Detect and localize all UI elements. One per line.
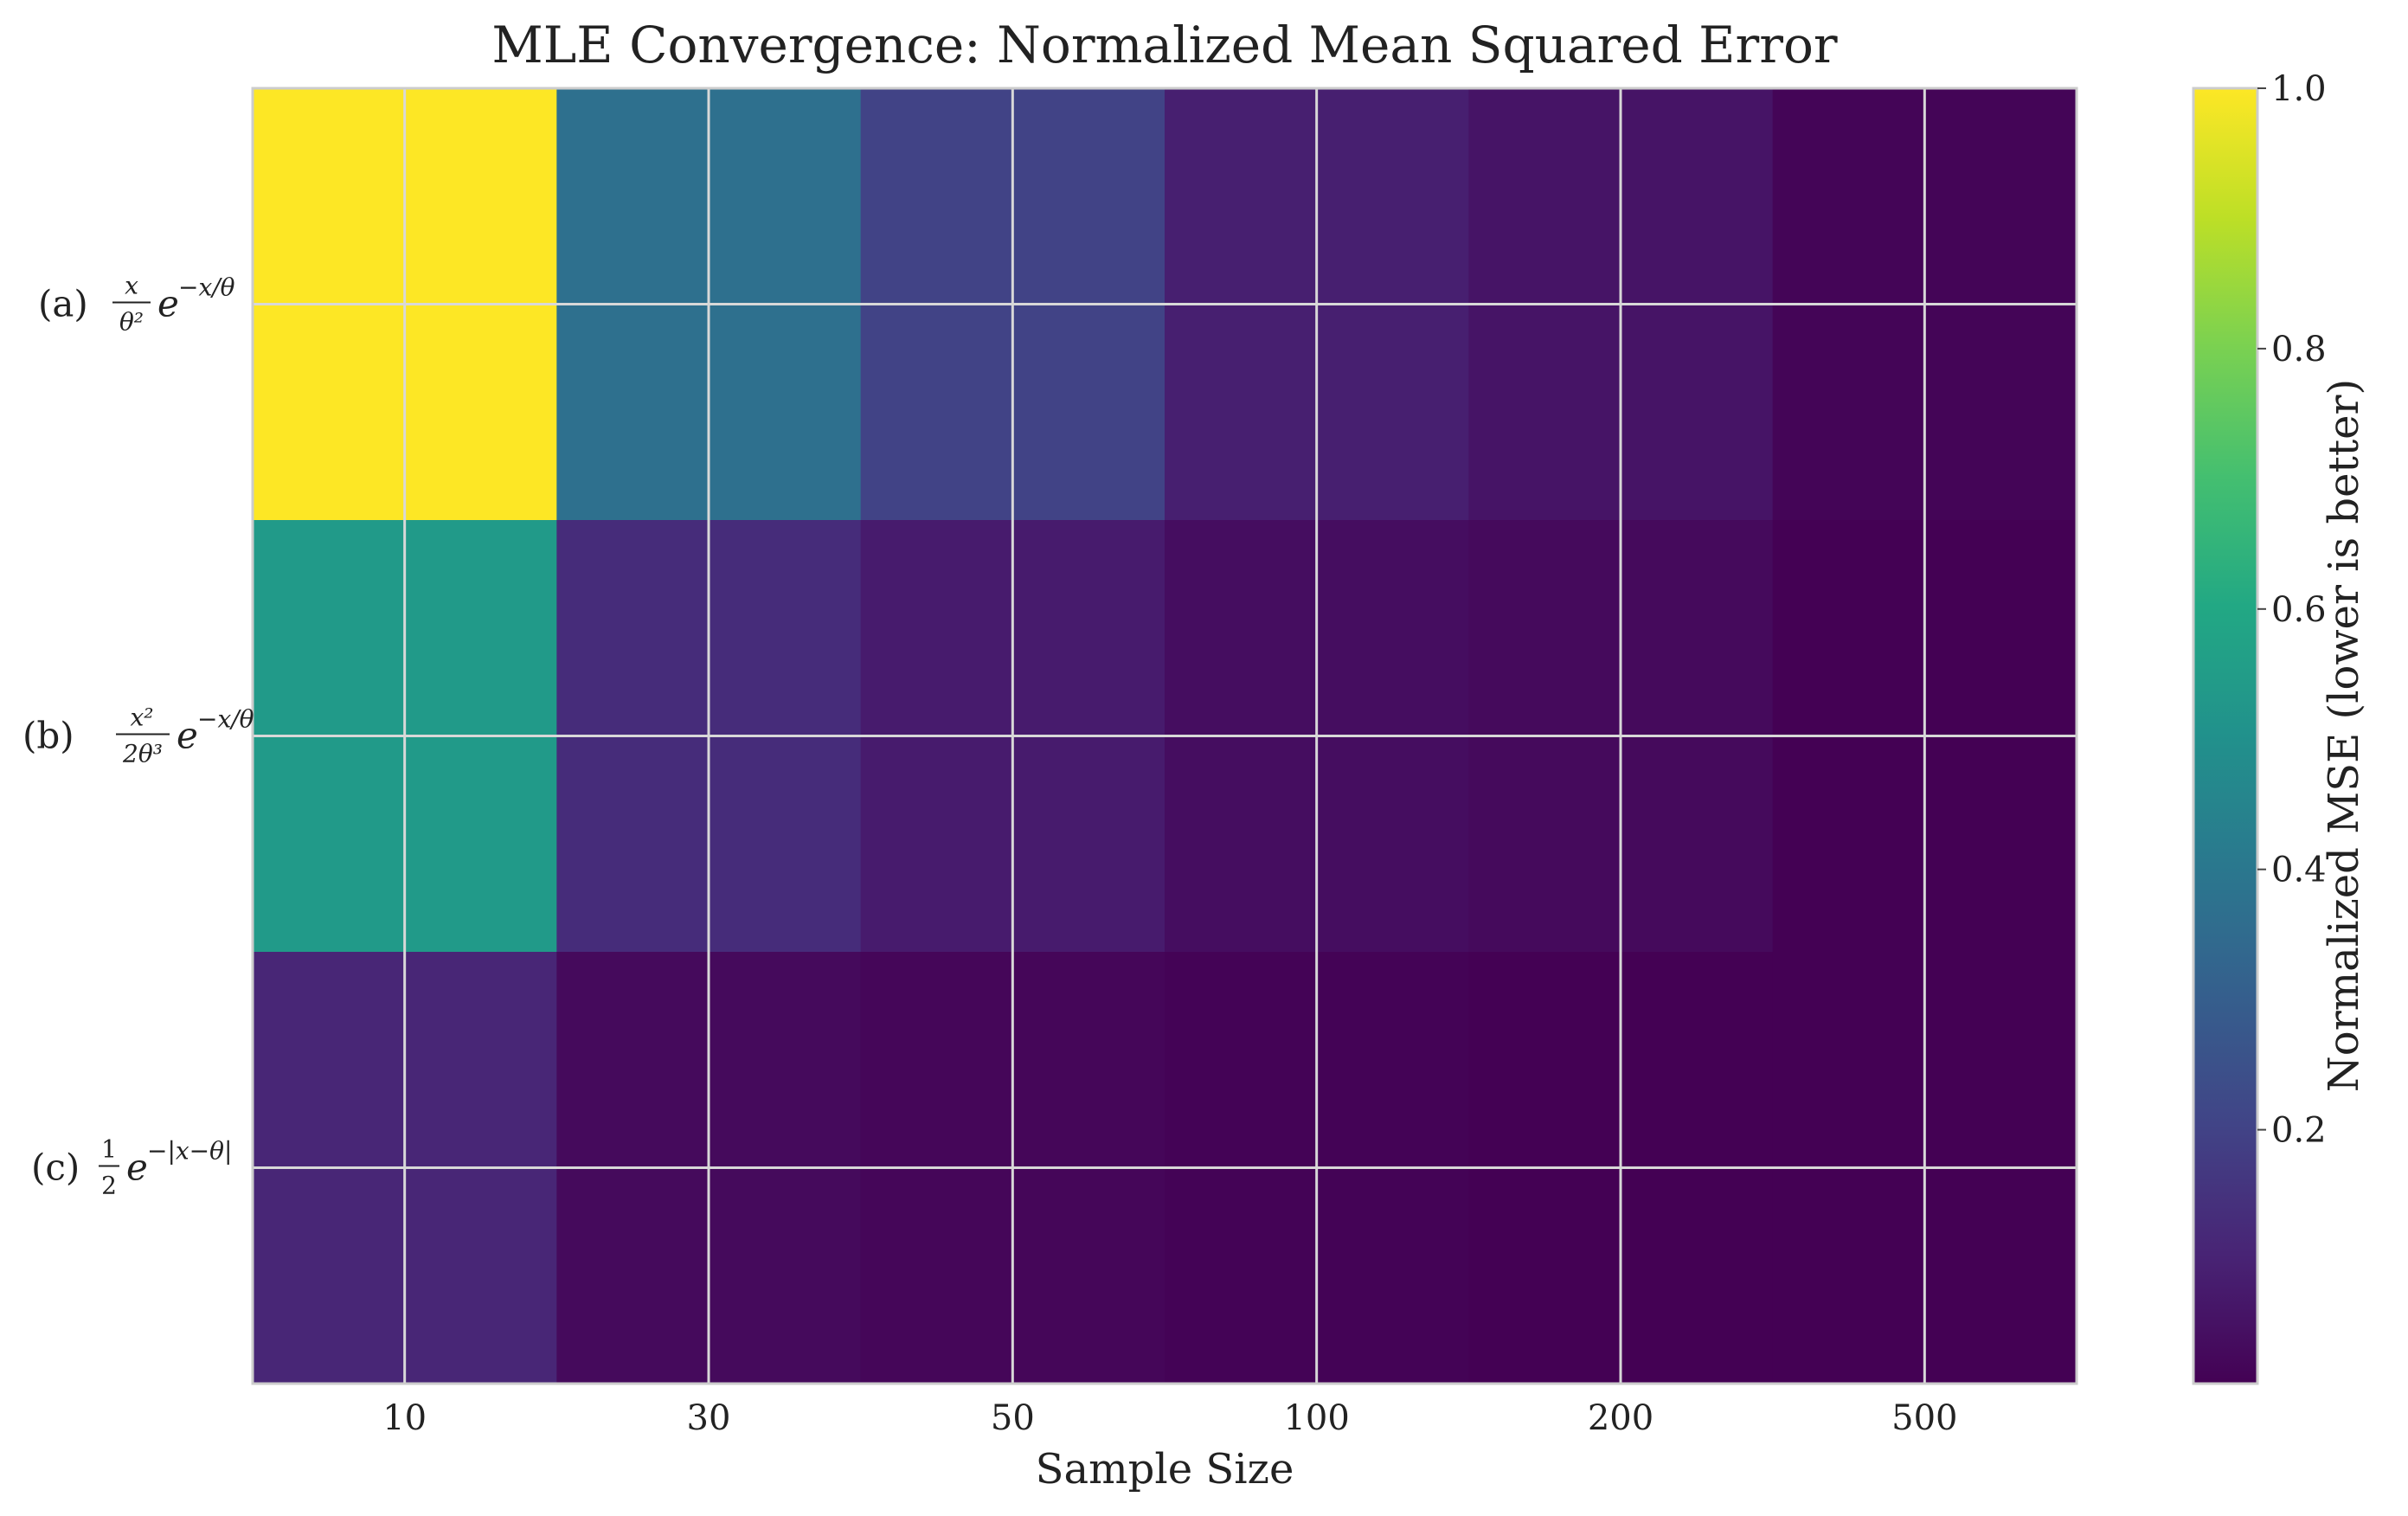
formula-numerator: x [125,272,138,300]
row-label-prefix: (a) [38,283,88,325]
formula-exponent: −x/θ [197,705,254,734]
formula-base-e: e [177,715,198,757]
y-tick-label: (b) x² 2θ³ e −x/θ [22,703,254,768]
grid-lines [253,88,2077,1384]
formula-denominator: θ² [119,308,144,337]
formula-base-e: e [157,283,179,325]
x-axis-label: Sample Size [1036,1445,1294,1494]
colorbar-tick-label: 0.4 [2271,851,2327,890]
x-tick-label: 500 [1891,1398,1957,1438]
formula-numerator: 1 [101,1135,117,1164]
row-label-prefix: (b) [22,715,74,757]
x-tick-label: 10 [382,1398,427,1438]
y-tick-label: (c) 1 2 e −|x−θ| [31,1135,232,1200]
formula-exponent: −x/θ [178,273,235,302]
colorbar-tick-label: 0.8 [2271,330,2327,369]
x-tick-label: 100 [1283,1398,1349,1438]
chart-title: MLE Convergence: Normalized Mean Squared… [491,16,1837,74]
formula-base-e: e [126,1147,148,1189]
colorbar-tick-label: 0.6 [2271,590,2327,630]
formula-denominator: 2θ³ [122,740,163,768]
x-tick-labels: 10 30 50 100 200 500 [382,1398,1957,1438]
colorbar-ticks: 0.2 0.4 0.6 0.8 1.0 [2257,69,2327,1151]
formula-numerator: x² [130,703,153,732]
formula-denominator: 2 [101,1172,117,1200]
y-tick-label: (a) x θ² e −x/θ [38,272,235,337]
colorbar-tick-label: 1.0 [2271,69,2327,109]
x-tick-label: 200 [1588,1398,1653,1438]
row-label-prefix: (c) [31,1147,80,1189]
colorbar-tick-label: 0.2 [2271,1111,2327,1151]
colorbar: 0.2 0.4 0.6 0.8 1.0 Normalized MSE (lower is… [2192,69,2368,1385]
colorbar-label: Normalized MSE (lower is better) [2320,379,2368,1092]
colorbar-gradient [2192,87,2259,1385]
plot-frame [251,87,2078,1385]
formula-exponent: −|x−θ| [147,1137,232,1166]
x-tick-label: 50 [991,1398,1035,1438]
x-tick-label: 30 [687,1398,731,1438]
